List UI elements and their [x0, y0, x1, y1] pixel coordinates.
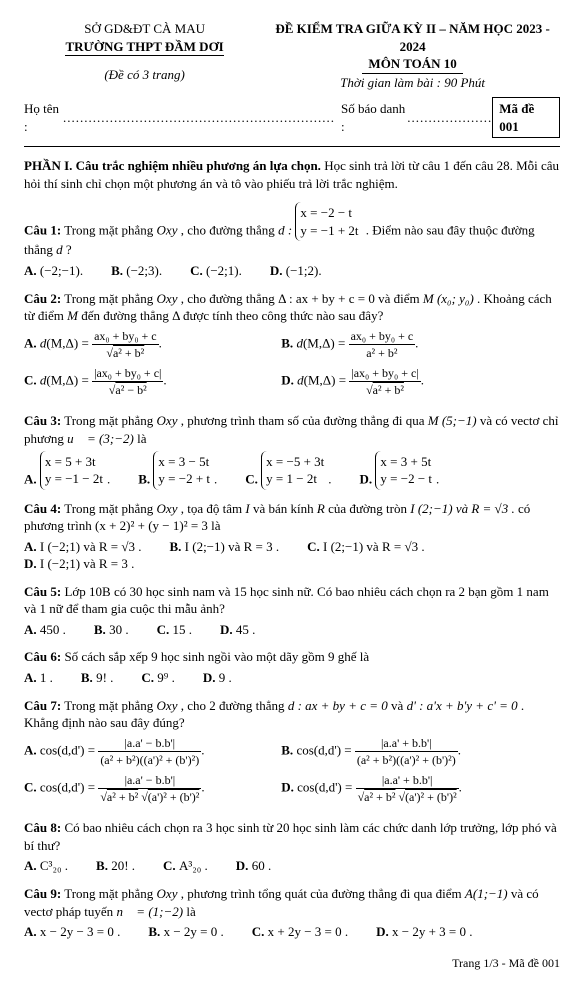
q8-B: B. 20! . [96, 857, 135, 875]
q9-C: C. x + 2y − 3 = 0 . [252, 923, 348, 941]
q2-label: Câu 2: [24, 291, 61, 306]
q1-a: Trong mặt phẳng [64, 223, 156, 238]
q5-C: C. 15 . [157, 621, 192, 639]
q8-C: C. A³₂₀ . [163, 857, 208, 875]
q4-B: B. I (2;−1) và R = 3 . [169, 538, 279, 556]
q5-B: B. 30 . [94, 621, 129, 639]
q5-A: A. 450 . [24, 621, 66, 639]
q6: Câu 6: Số cách sắp xếp 9 học sinh ngồi v… [24, 648, 560, 686]
name-label: Họ tên : [24, 100, 63, 135]
q1-q: ? [66, 242, 72, 257]
q4-D: D. I (−2;1) và R = 3 . [24, 555, 134, 573]
q3-B: B. x = 3 − 5ty = −2 + t. [138, 451, 217, 490]
q1-b: , cho đường thẳng [181, 223, 278, 238]
q1-opts: A. (−2;−1). B. (−2;3). C. (−2;1). D. (−1… [24, 262, 560, 280]
q7-D: D. cos(d,d') = |a.a' + b.b'|√a² + b² √(a… [281, 772, 538, 805]
q3-A: A. x = 5 + 3ty = −1 − 2t. [24, 451, 110, 490]
q7-opts: A. cos(d,d') = |a.a' − b.b'|(a² + b²)((a… [24, 735, 560, 810]
q3-D: D. x = 3 + 5ty = −2 − t. [360, 451, 440, 490]
q6-opts: A. 1 . B. 9! . C. 9⁹ . D. 9 . [24, 669, 560, 687]
q5-D: D. 45 . [220, 621, 255, 639]
footer: Trang 1/3 - Mã đề 001 [24, 955, 560, 971]
q2-A: A. d(M,Δ) = ax₀ + by₀ + c√a² + b². [24, 328, 281, 361]
q9-B: B. x − 2y = 0 . [148, 923, 223, 941]
school-name: TRƯỜNG THPT ĐẦM DƠI [65, 38, 223, 57]
q8: Câu 8: Có bao nhiêu cách chọn ra 3 học s… [24, 819, 560, 875]
sbd-dots: .................... [407, 109, 492, 127]
time-note: Thời gian làm bài : 90 Phút [265, 74, 560, 92]
q1-d2: d [56, 242, 66, 257]
q6-A: A. 1 . [24, 669, 53, 687]
q7-A: A. cos(d,d') = |a.a' − b.b'|(a² + b²)((a… [24, 735, 281, 768]
q2: Câu 2: Trong mặt phẳng Oxy , cho đường t… [24, 290, 560, 403]
exam-code: Mã đề 001 [492, 97, 560, 138]
q1-B: B. (−2;3). [111, 262, 162, 280]
q1-label: Câu 1: [24, 223, 61, 238]
q9-D: D. x − 2y + 3 = 0 . [376, 923, 472, 941]
q2-C: C. d(M,Δ) = |ax₀ + by₀ + c|√a² − b². [24, 365, 281, 398]
q9-opts: A. x − 2y − 3 = 0 . B. x − 2y = 0 . C. x… [24, 923, 560, 941]
q5: Câu 5: Lớp 10B có 30 học sinh nam và 15 … [24, 583, 560, 639]
pages-note: (Đề có 3 trang) [24, 66, 265, 84]
q8-A: A. C³₂₀ . [24, 857, 68, 875]
q8-D: D. 60 . [236, 857, 271, 875]
q4-A: A. I (−2;1) và R = √3 . [24, 538, 141, 556]
q6-B: B. 9! . [81, 669, 114, 687]
exam-title: ĐỀ KIỂM TRA GIỮA KỲ II – NĂM HỌC 2023 - … [265, 20, 560, 55]
q6-C: C. 9⁹ . [141, 669, 174, 687]
q1-d: d : [278, 223, 292, 238]
header: SỞ GD&ĐT CÀ MAU TRƯỜNG THPT ĐẦM DƠI (Đề … [24, 20, 560, 91]
q1-plane: Oxy [157, 223, 178, 238]
name-dots: ........................................… [63, 109, 335, 127]
q2-D: D. d(M,Δ) = |ax₀ + by₀ + c|√a² + b². [281, 365, 538, 398]
q1: Câu 1: Trong mặt phẳng Oxy , cho đường t… [24, 202, 560, 279]
q9-A: A. x − 2y − 3 = 0 . [24, 923, 120, 941]
q3-C: C. x = −5 + 3ty = 1 − 2t. [245, 451, 331, 490]
subject: MÔN TOÁN 10 [362, 55, 462, 74]
q5-opts: A. 450 . B. 30 . C. 15 . D. 45 . [24, 621, 560, 639]
q9: Câu 9: Trong mặt phẳng Oxy , phương trìn… [24, 885, 560, 941]
q1-A: A. (−2;−1). [24, 262, 83, 280]
q1-sys: x = −2 − t y = −1 + 2t [295, 202, 362, 241]
q4: Câu 4: Trong mặt phẳng Oxy , tọa độ tâm … [24, 500, 560, 573]
q7: Câu 7: Trong mặt phẳng Oxy , cho 2 đường… [24, 697, 560, 810]
part1-title: PHẦN I. Câu trắc nghiệm nhiều phương án … [24, 158, 321, 173]
dept-label: SỞ GD&ĐT CÀ MAU [24, 20, 265, 38]
info-row: Họ tên : ...............................… [24, 97, 560, 138]
q1-sys1: x = −2 − t [300, 204, 358, 222]
q1-C: C. (−2;1). [190, 262, 242, 280]
header-left: SỞ GD&ĐT CÀ MAU TRƯỜNG THPT ĐẦM DƠI (Đề … [24, 20, 265, 91]
part1-intro: PHẦN I. Câu trắc nghiệm nhiều phương án … [24, 157, 560, 192]
q4-opts: A. I (−2;1) và R = √3 . B. I (2;−1) và R… [24, 538, 560, 573]
header-right: ĐỀ KIỂM TRA GIỮA KỲ II – NĂM HỌC 2023 - … [265, 20, 560, 91]
q1-sys2: y = −1 + 2t [300, 222, 358, 240]
q6-D: D. 9 . [203, 669, 232, 687]
q4-C: C. I (2;−1) và R = √3 . [307, 538, 424, 556]
q3: Câu 3: Trong mặt phẳng Oxy , phương trìn… [24, 412, 560, 489]
q2-opts: A. d(M,Δ) = ax₀ + by₀ + c√a² + b². B. d(… [24, 328, 560, 403]
q3-opts: A. x = 5 + 3ty = −1 − 2t. B. x = 3 − 5ty… [24, 451, 560, 490]
divider [24, 146, 560, 147]
q7-B: B. cos(d,d') = |a.a' + b.b'|(a² + b²)((a… [281, 735, 538, 768]
q8-opts: A. C³₂₀ . B. 20! . C. A³₂₀ . D. 60 . [24, 857, 560, 875]
q7-C: C. cos(d,d') = |a.a' − b.b'|√a² + b² √(a… [24, 772, 281, 805]
sbd-label: Số báo danh : [341, 100, 407, 135]
q1-D: D. (−1;2). [270, 262, 322, 280]
q2-B: B. d(M,Δ) = ax₀ + by₀ + ca² + b². [281, 328, 538, 361]
